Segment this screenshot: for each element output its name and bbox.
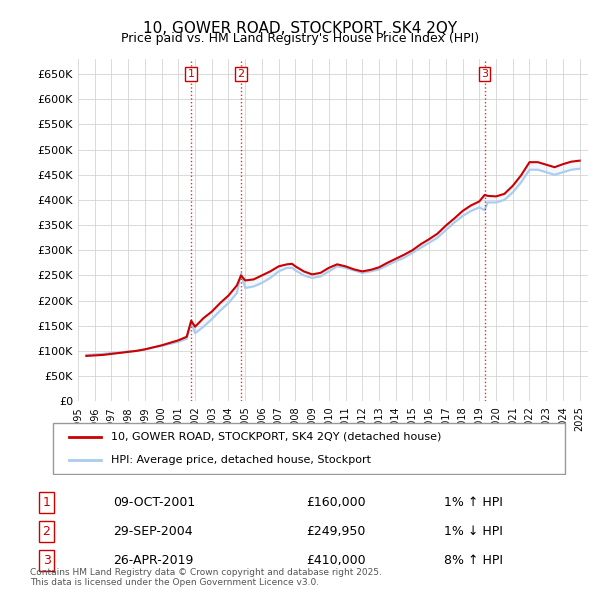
Text: 3: 3 [481, 69, 488, 79]
Text: £249,950: £249,950 [306, 525, 365, 538]
Text: 2: 2 [238, 69, 245, 79]
Text: 10, GOWER ROAD, STOCKPORT, SK4 2QY: 10, GOWER ROAD, STOCKPORT, SK4 2QY [143, 21, 457, 35]
Text: 2: 2 [43, 525, 50, 538]
Text: Contains HM Land Registry data © Crown copyright and database right 2025.
This d: Contains HM Land Registry data © Crown c… [30, 568, 382, 587]
Text: £410,000: £410,000 [306, 554, 365, 567]
Text: £160,000: £160,000 [306, 496, 365, 509]
Text: Price paid vs. HM Land Registry's House Price Index (HPI): Price paid vs. HM Land Registry's House … [121, 32, 479, 45]
Text: 1: 1 [43, 496, 50, 509]
Text: 1% ↓ HPI: 1% ↓ HPI [444, 525, 503, 538]
Text: 1: 1 [188, 69, 195, 79]
Text: 26-APR-2019: 26-APR-2019 [113, 554, 193, 567]
FancyBboxPatch shape [53, 423, 565, 474]
Text: 1% ↑ HPI: 1% ↑ HPI [444, 496, 503, 509]
Text: 8% ↑ HPI: 8% ↑ HPI [444, 554, 503, 567]
Text: 3: 3 [43, 554, 50, 567]
Text: 10, GOWER ROAD, STOCKPORT, SK4 2QY (detached house): 10, GOWER ROAD, STOCKPORT, SK4 2QY (deta… [112, 432, 442, 442]
Text: 29-SEP-2004: 29-SEP-2004 [113, 525, 193, 538]
Text: HPI: Average price, detached house, Stockport: HPI: Average price, detached house, Stoc… [112, 455, 371, 465]
Text: 09-OCT-2001: 09-OCT-2001 [113, 496, 195, 509]
